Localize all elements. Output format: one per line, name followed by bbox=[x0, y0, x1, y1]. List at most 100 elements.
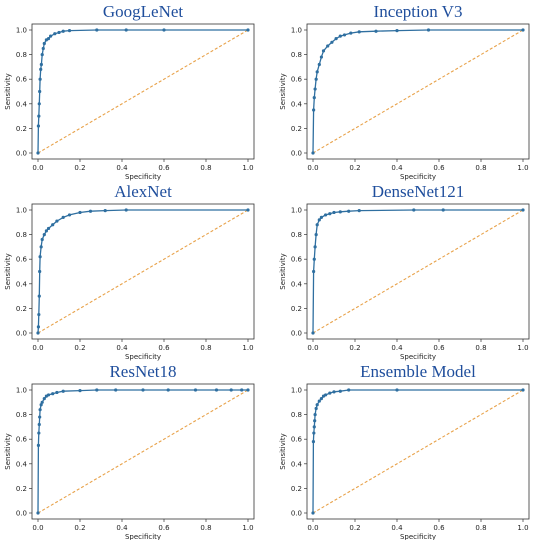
plot-frame bbox=[31, 203, 255, 340]
x-tick-label: 1.0 bbox=[242, 344, 253, 352]
roc-point bbox=[311, 331, 315, 335]
roc-chart-alexnet: AlexNet 0.0 0.2 0.4 0.6 0.8 1.0 0.0 0.2 0.4 0.6 0.8… bbox=[4, 182, 255, 361]
roc-point bbox=[61, 215, 65, 219]
x-tick-label: 0.0 bbox=[32, 164, 43, 172]
roc-point bbox=[326, 44, 330, 48]
roc-point bbox=[313, 413, 317, 417]
roc-point bbox=[334, 37, 338, 41]
roc-point bbox=[53, 32, 57, 36]
x-tick-label: 0.2 bbox=[349, 164, 360, 172]
chart-panel-inception-v3: Inception V3 0.0 0.2 0.4 0.6 0.8 1.0 0.0 0.2 0.4 0… bbox=[275, 0, 550, 181]
x-tick-label: 0.6 bbox=[433, 524, 445, 532]
roc-point bbox=[78, 389, 82, 393]
roc-point bbox=[328, 212, 332, 216]
y-tick-label: 0.2 bbox=[291, 485, 302, 493]
roc-point bbox=[312, 269, 316, 274]
roc-point bbox=[42, 41, 46, 46]
roc-point bbox=[315, 70, 319, 74]
roc-curve-line bbox=[37, 209, 248, 334]
roc-point bbox=[441, 208, 445, 212]
x-tick-label: 0.2 bbox=[74, 344, 85, 352]
roc-point bbox=[521, 208, 525, 212]
y-tick-label: 0.4 bbox=[16, 460, 28, 468]
roc-chart-resnet18: ResNet18 0.0 0.2 0.4 0.6 0.8 1.0 0.0 0.2 0.4 0.6 0.… bbox=[4, 362, 255, 540]
roc-point bbox=[103, 209, 107, 213]
roc-point bbox=[46, 393, 51, 397]
plot-frame bbox=[31, 23, 255, 160]
y-axis-label: Sensitivity bbox=[4, 433, 12, 469]
y-tick-label: 0.0 bbox=[16, 510, 27, 518]
roc-point bbox=[67, 213, 72, 217]
y-tick-label: 0.8 bbox=[16, 411, 27, 419]
roc-point bbox=[315, 223, 319, 227]
x-tick-label: 0.4 bbox=[116, 524, 128, 532]
roc-point bbox=[317, 399, 321, 403]
roc-point bbox=[246, 388, 250, 392]
roc-curve-line bbox=[37, 29, 248, 154]
roc-point bbox=[319, 55, 323, 59]
y-axis-label: Sensitivity bbox=[279, 433, 287, 469]
roc-chart-densenet121: DenseNet121 0.0 0.2 0.4 0.6 0.8 1.0 0.0 0.2 0.4 0.… bbox=[279, 182, 530, 361]
roc-point bbox=[246, 28, 250, 32]
roc-point bbox=[46, 37, 51, 41]
roc-point bbox=[40, 237, 44, 242]
roc-point bbox=[193, 388, 198, 392]
y-tick-label: 0.2 bbox=[291, 125, 302, 133]
y-tick-label: 0.2 bbox=[16, 485, 27, 493]
roc-point bbox=[347, 209, 351, 213]
x-tick-label: 0.0 bbox=[32, 344, 43, 352]
x-tick-label: 0.8 bbox=[200, 164, 211, 172]
roc-curve-line bbox=[312, 29, 523, 154]
x-tick-label: 0.6 bbox=[158, 344, 170, 352]
x-tick-label: 0.8 bbox=[475, 524, 486, 532]
roc-point bbox=[39, 245, 43, 249]
x-tick-label: 0.0 bbox=[307, 344, 318, 352]
y-tick-label: 0.4 bbox=[291, 460, 303, 468]
x-tick-label: 0.0 bbox=[307, 524, 318, 532]
y-axis-label: Sensitivity bbox=[4, 73, 12, 109]
roc-point bbox=[36, 124, 41, 128]
y-tick-label: 0.6 bbox=[16, 76, 28, 84]
chart-title: Inception V3 bbox=[374, 2, 463, 21]
y-tick-label: 0.6 bbox=[291, 436, 303, 444]
y-tick-label: 0.8 bbox=[291, 411, 302, 419]
roc-point bbox=[521, 28, 525, 32]
plot-frame bbox=[31, 383, 255, 520]
roc-point bbox=[311, 511, 315, 515]
chart-panel-ensemble-model: Ensemble Model 0.0 0.2 0.4 0.6 0.8 1.0 0.0 0.2 0.… bbox=[275, 360, 550, 540]
roc-point bbox=[324, 393, 328, 397]
roc-point bbox=[342, 33, 347, 37]
roc-point bbox=[314, 233, 318, 237]
y-tick-label: 0.4 bbox=[291, 280, 303, 288]
roc-point bbox=[321, 49, 326, 53]
roc-point bbox=[38, 408, 42, 412]
roc-point bbox=[49, 34, 53, 38]
roc-point bbox=[38, 415, 42, 419]
x-tick-label: 0.2 bbox=[349, 344, 360, 352]
roc-point bbox=[312, 108, 316, 112]
y-tick-label: 0.0 bbox=[16, 150, 27, 158]
y-tick-label: 0.6 bbox=[16, 256, 28, 264]
x-tick-label: 1.0 bbox=[242, 164, 253, 172]
roc-point bbox=[37, 312, 41, 317]
roc-point bbox=[313, 245, 317, 249]
roc-point bbox=[319, 397, 323, 401]
roc-point bbox=[39, 67, 43, 71]
x-tick-label: 1.0 bbox=[517, 524, 528, 532]
roc-point bbox=[240, 388, 244, 392]
x-tick-label: 0.4 bbox=[116, 164, 128, 172]
chart-panel-googlenet: GoogLeNet 0.0 0.2 0.4 0.6 0.8 1.0 0.0 0.2 0.4 0.6 0… bbox=[0, 0, 275, 181]
x-tick-label: 0.8 bbox=[475, 164, 486, 172]
roc-point bbox=[114, 388, 118, 392]
roc-point bbox=[88, 209, 93, 213]
roc-point bbox=[51, 392, 55, 396]
roc-point bbox=[46, 226, 51, 231]
x-tick-label: 0.2 bbox=[349, 524, 360, 532]
x-tick-label: 0.2 bbox=[74, 164, 85, 172]
y-tick-label: 1.0 bbox=[16, 387, 27, 395]
y-tick-label: 0.4 bbox=[16, 280, 28, 288]
y-tick-label: 0.6 bbox=[291, 76, 303, 84]
chart-title: AlexNet bbox=[114, 182, 172, 201]
roc-point bbox=[313, 419, 317, 423]
plot-frame bbox=[306, 383, 530, 520]
